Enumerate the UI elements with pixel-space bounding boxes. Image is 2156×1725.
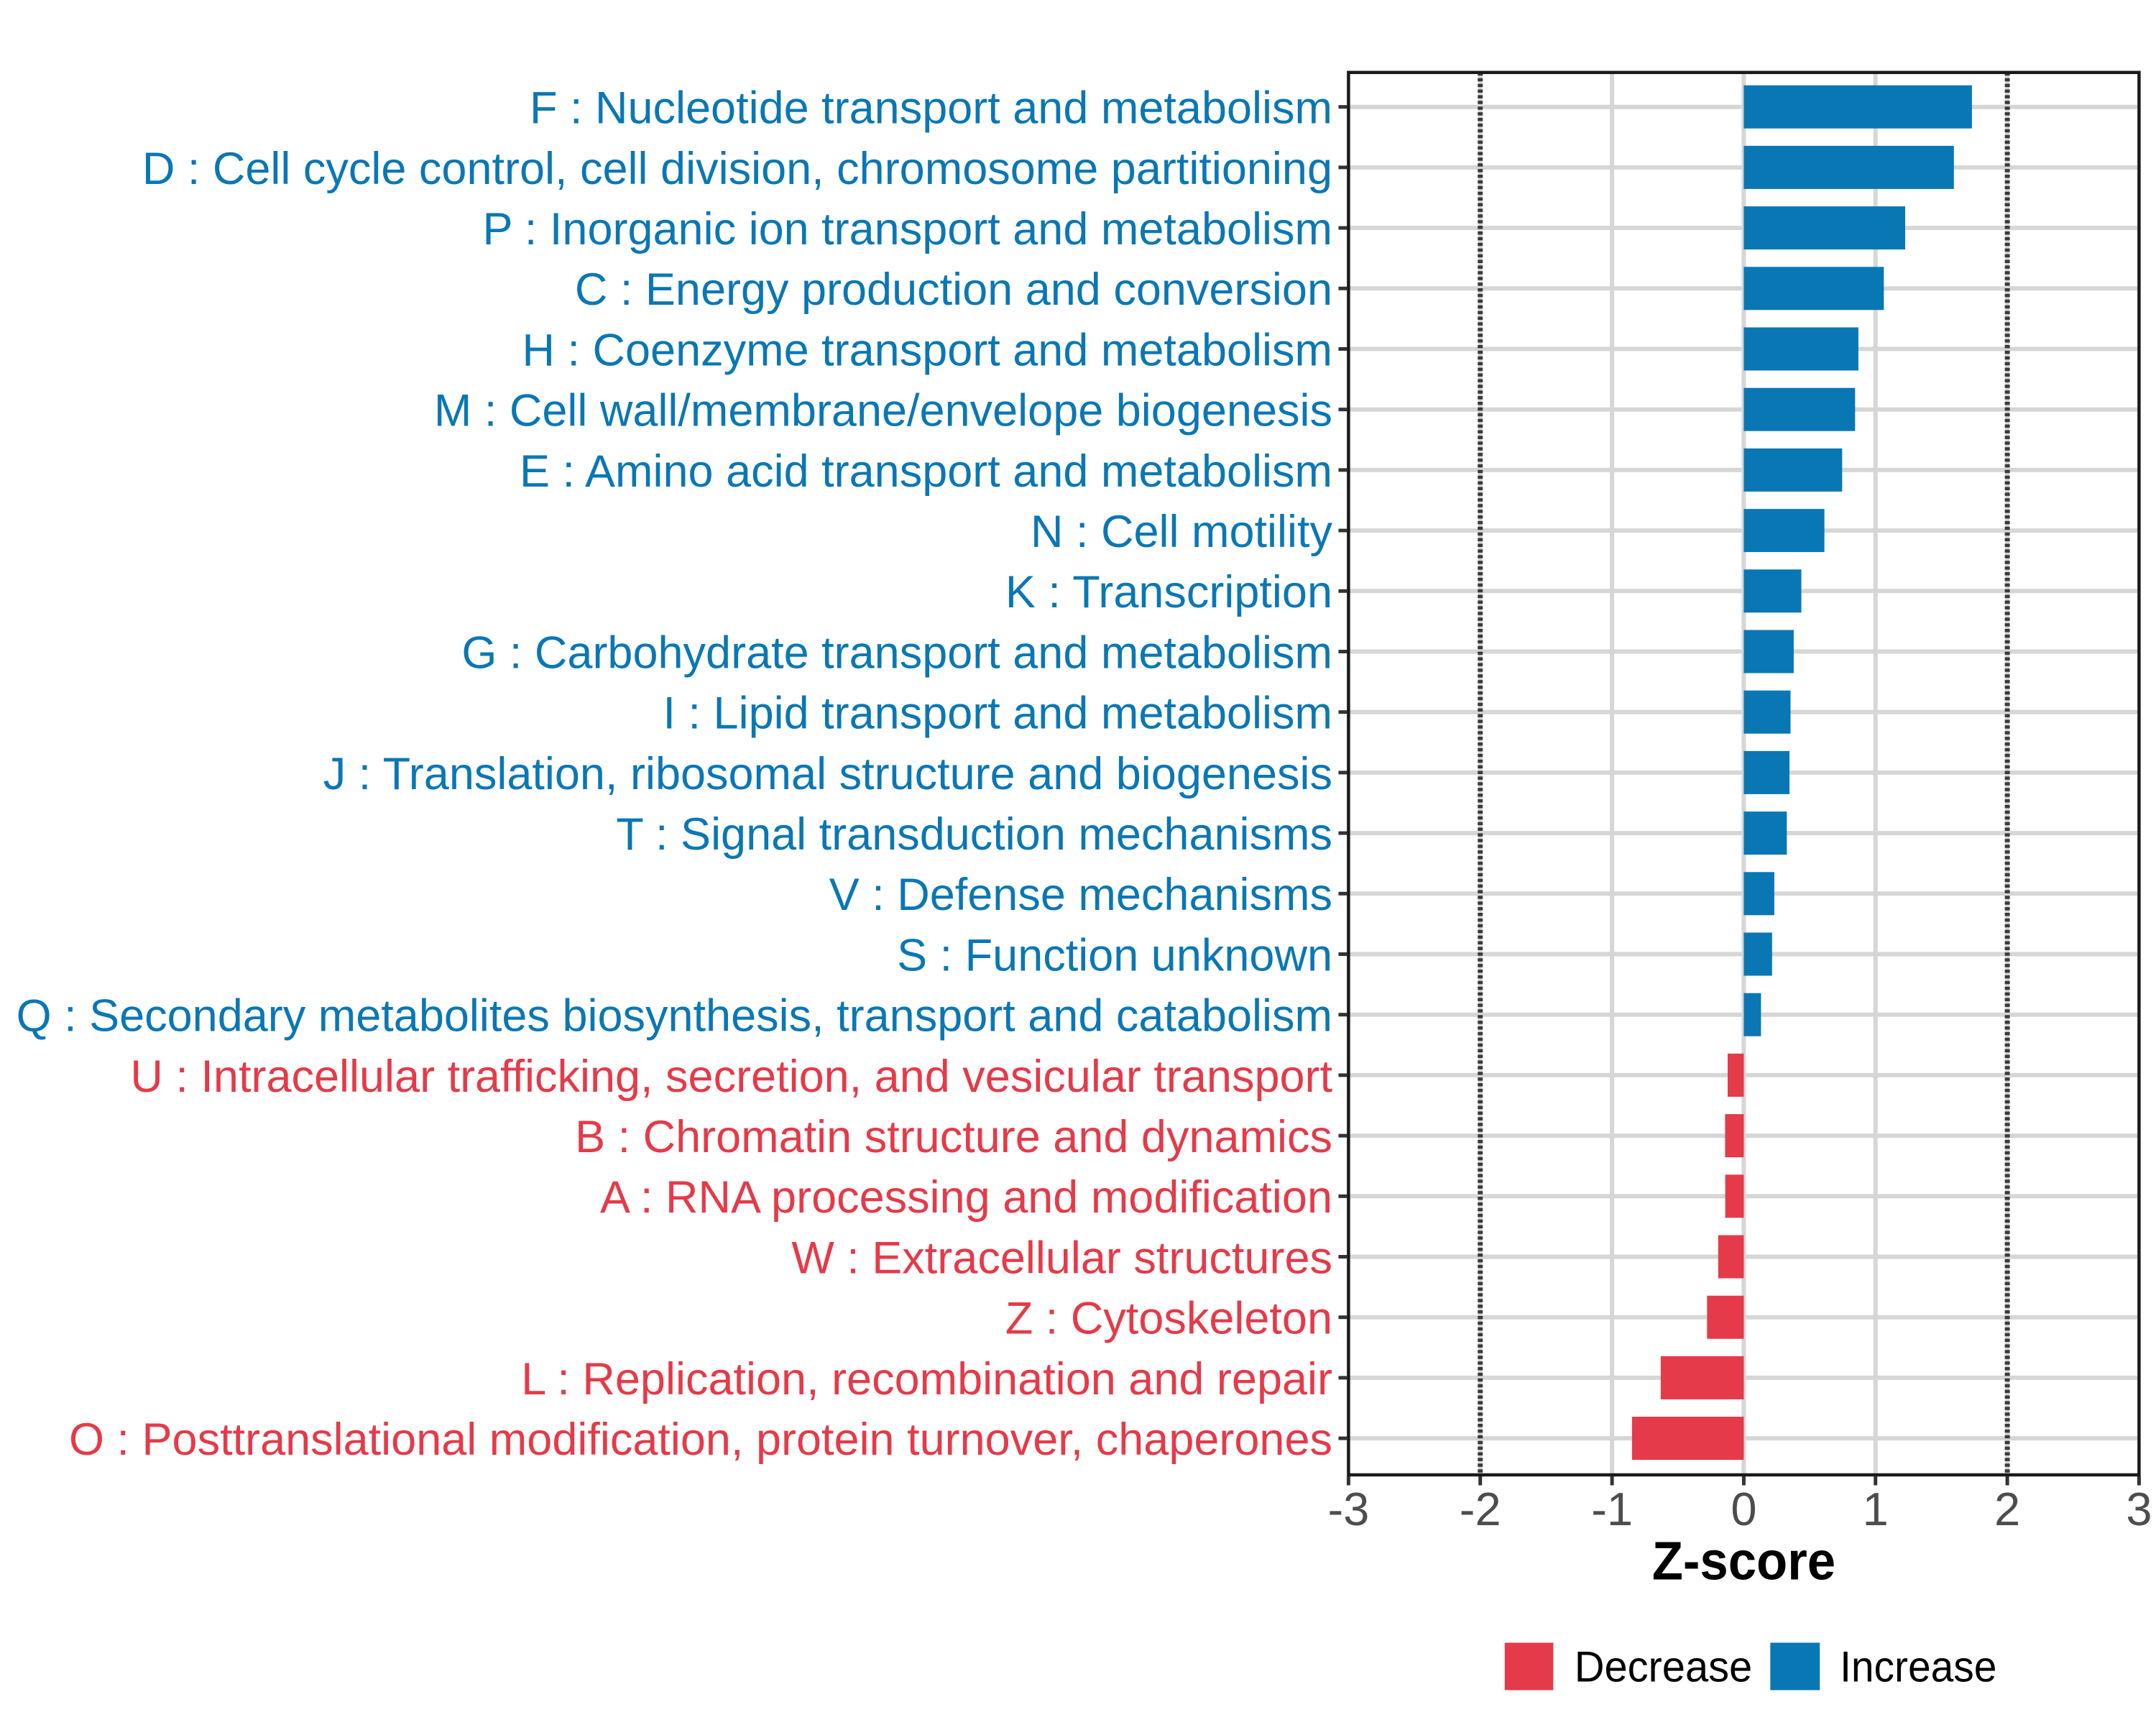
svg-text:Increase: Increase	[1840, 1643, 1996, 1691]
svg-text:D : Cell cycle control, cell d: D : Cell cycle control, cell division, c…	[142, 144, 1332, 194]
svg-text:1: 1	[1863, 1483, 1889, 1535]
svg-text:J : Translation, ribosomal str: J : Translation, ribosomal structure and…	[323, 749, 1332, 799]
svg-text:I : Lipid transport and metabo: I : Lipid transport and metabolism	[663, 689, 1332, 739]
svg-text:Decrease: Decrease	[1575, 1643, 1753, 1691]
svg-text:T : Signal transduction mechan: T : Signal transduction mechanisms	[616, 809, 1332, 860]
svg-text:V : Defense mechanisms: V : Defense mechanisms	[829, 870, 1332, 920]
svg-text:L : Replication, recombination: L : Replication, recombination and repai…	[521, 1354, 1332, 1404]
svg-text:F : Nucleotide transport and m: F : Nucleotide transport and metabolism	[530, 83, 1332, 134]
svg-text:2: 2	[1994, 1483, 2020, 1535]
svg-text:M : Cell wall/membrane/envelop: M : Cell wall/membrane/envelope biogenes…	[434, 386, 1332, 436]
svg-text:Q : Secondary metabolites bios: Q : Secondary metabolites biosynthesis, …	[17, 991, 1332, 1041]
svg-text:C : Energy production and conv: C : Energy production and conversion	[575, 264, 1332, 315]
svg-text:-2: -2	[1460, 1483, 1501, 1535]
svg-text:-1: -1	[1591, 1483, 1633, 1535]
svg-text:3: 3	[2126, 1483, 2152, 1535]
svg-text:S : Function unknown: S : Function unknown	[897, 930, 1332, 980]
svg-text:N : Cell motility: N : Cell motility	[1031, 507, 1333, 557]
svg-text:O : Posttranslational modifica: O : Posttranslational modification, prot…	[69, 1414, 1332, 1465]
svg-text:0: 0	[1731, 1483, 1756, 1535]
svg-text:P : Inorganic ion transport an: P : Inorganic ion transport and metaboli…	[483, 204, 1332, 254]
svg-text:A : RNA processing and modific: A : RNA processing and modification	[600, 1172, 1332, 1223]
svg-text:K : Transcription: K : Transcription	[1005, 567, 1332, 617]
svg-text:U : Intracellular trafficking,: U : Intracellular trafficking, secretion…	[130, 1052, 1332, 1102]
svg-text:W : Extracellular structures: W : Extracellular structures	[791, 1233, 1332, 1283]
svg-text:-3: -3	[1328, 1483, 1370, 1535]
svg-text:G : Carbohydrate transport and: G : Carbohydrate transport and metabolis…	[461, 627, 1332, 678]
svg-text:H : Coenzyme transport and met: H : Coenzyme transport and metabolism	[522, 325, 1332, 375]
svg-text:E : Amino acid transport and m: E : Amino acid transport and metabolism	[520, 446, 1332, 497]
svg-text:Z : Cytoskeleton: Z : Cytoskeleton	[1005, 1294, 1332, 1344]
svg-text:B : Chromatin structure and dy: B : Chromatin structure and dynamics	[575, 1112, 1332, 1162]
svg-text:Z-score: Z-score	[1652, 1531, 1835, 1591]
